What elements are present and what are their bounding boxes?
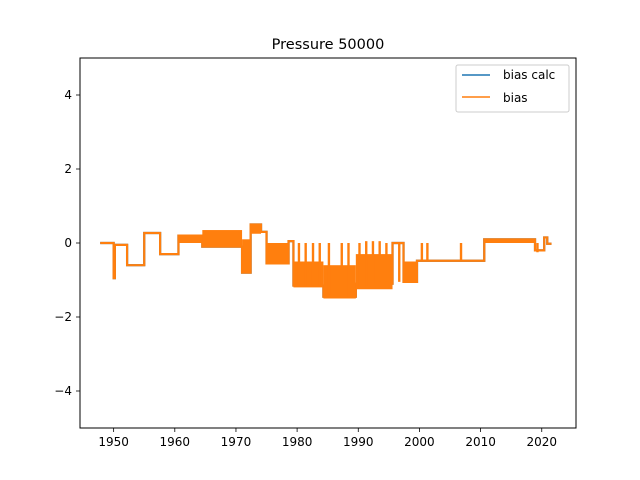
legend-box bbox=[455, 64, 570, 113]
x-tick-label: 1990 bbox=[343, 435, 374, 449]
oscillation-band bbox=[178, 234, 203, 243]
legend-label-bias-calc: bias calc bbox=[503, 68, 555, 82]
y-tick-label: 4 bbox=[64, 88, 72, 102]
oscillation-band bbox=[403, 261, 417, 282]
x-tick-label: 1950 bbox=[98, 435, 129, 449]
x-axis: 1950 1960 1970 1980 1990 2000 2010 2020 bbox=[98, 428, 557, 449]
x-tick-label: 1980 bbox=[282, 435, 313, 449]
oscillation-band bbox=[242, 239, 251, 273]
y-tick-label: 0 bbox=[64, 236, 72, 250]
x-tick-label: 2000 bbox=[404, 435, 435, 449]
legend-label-bias: bias bbox=[503, 91, 528, 105]
y-tick-label: −4 bbox=[54, 384, 72, 398]
chart-title: Pressure 50000 bbox=[272, 37, 385, 53]
y-tick-label: −2 bbox=[54, 310, 72, 324]
legend: bias calc bias bbox=[455, 64, 570, 113]
x-tick-label: 1970 bbox=[221, 435, 252, 449]
oscillation-band bbox=[250, 224, 262, 234]
x-tick-label: 2010 bbox=[465, 435, 496, 449]
oscillation-band bbox=[484, 238, 536, 243]
oscillation-band bbox=[266, 243, 289, 264]
x-tick-label: 2020 bbox=[526, 435, 557, 449]
y-axis: −4 −2 0 2 4 bbox=[54, 88, 80, 398]
oscillation-band bbox=[202, 230, 243, 248]
x-tick-label: 1960 bbox=[160, 435, 191, 449]
plot-area bbox=[100, 223, 552, 299]
y-tick-label: 2 bbox=[64, 162, 72, 176]
